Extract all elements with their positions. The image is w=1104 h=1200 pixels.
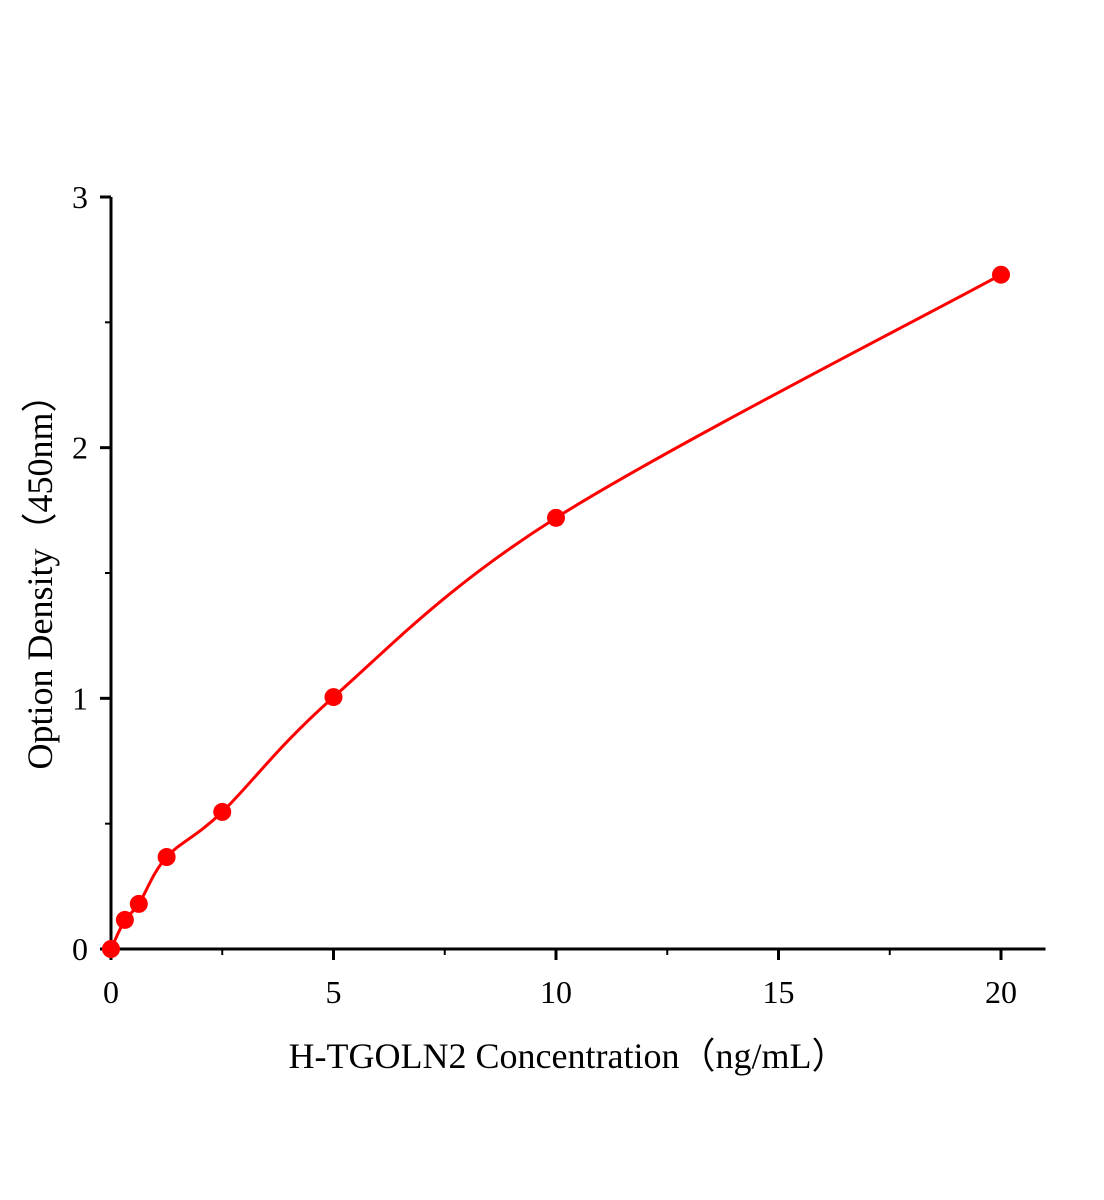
x-axis-label: H-TGOLN2 Concentration（ng/mL） <box>289 1036 848 1076</box>
y-tick-label: 3 <box>72 179 88 215</box>
x-tick-label: 15 <box>763 974 795 1010</box>
data-points <box>102 265 1010 958</box>
fit-curve <box>109 273 1002 950</box>
x-tick-label: 10 <box>540 974 572 1010</box>
y-tick-label: 2 <box>72 430 88 466</box>
y-tick-label: 1 <box>72 680 88 716</box>
axes: 0 5 10 15 20 0 1 2 3 <box>72 179 1046 1010</box>
data-point <box>102 940 120 958</box>
y-tick-label: 0 <box>72 931 88 967</box>
data-point <box>547 508 565 527</box>
data-point <box>324 688 343 707</box>
data-point <box>129 894 148 913</box>
data-point <box>213 802 232 821</box>
data-point <box>992 265 1010 284</box>
data-point <box>157 848 176 867</box>
data-point <box>115 910 134 929</box>
x-tick-label: 20 <box>985 974 1017 1010</box>
y-axis-label: Option Density（450nm） <box>20 377 60 770</box>
x-tick-label: 5 <box>326 974 342 1010</box>
x-tick-label: 0 <box>103 974 119 1010</box>
